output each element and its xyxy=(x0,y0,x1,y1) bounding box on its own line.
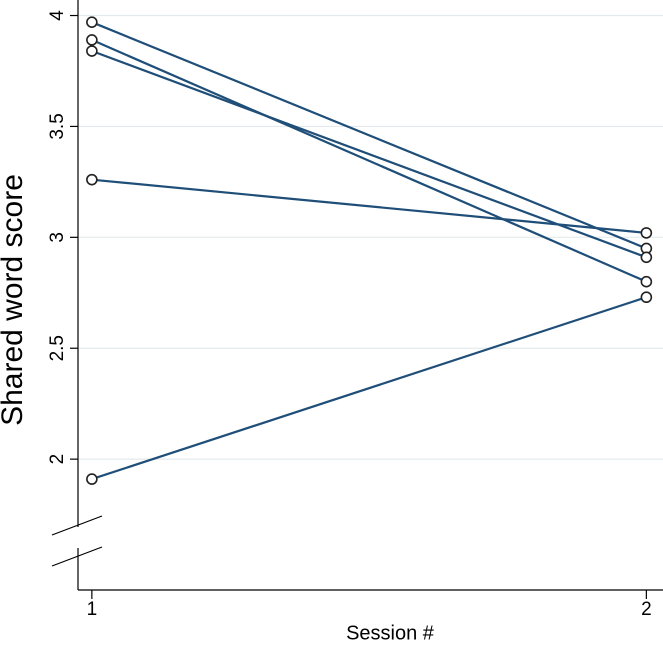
y-tick-label: 4 xyxy=(47,10,68,21)
series-line xyxy=(91,21,647,250)
point xyxy=(86,16,98,28)
point xyxy=(86,173,98,186)
axis-break xyxy=(51,515,103,536)
y-axis-title: Shared word score xyxy=(0,174,29,426)
x-tick-label: 2 xyxy=(641,599,652,620)
point xyxy=(86,45,98,57)
series-line xyxy=(91,49,647,259)
point xyxy=(86,473,98,485)
point xyxy=(640,227,653,239)
axis-break xyxy=(51,546,103,567)
y-tick-label: 2 xyxy=(47,454,68,465)
x-tick-label: 1 xyxy=(87,599,98,620)
point xyxy=(640,291,653,304)
y-tick-label: 2.5 xyxy=(47,335,68,361)
point xyxy=(640,275,653,288)
series-line xyxy=(91,296,647,481)
point xyxy=(86,34,98,46)
series-line xyxy=(91,38,647,283)
x-axis-title: Session # xyxy=(346,622,435,644)
y-tick-label: 3 xyxy=(47,232,68,243)
series-line xyxy=(91,178,647,234)
y-tick-label: 3.5 xyxy=(47,113,68,139)
point xyxy=(640,251,653,264)
